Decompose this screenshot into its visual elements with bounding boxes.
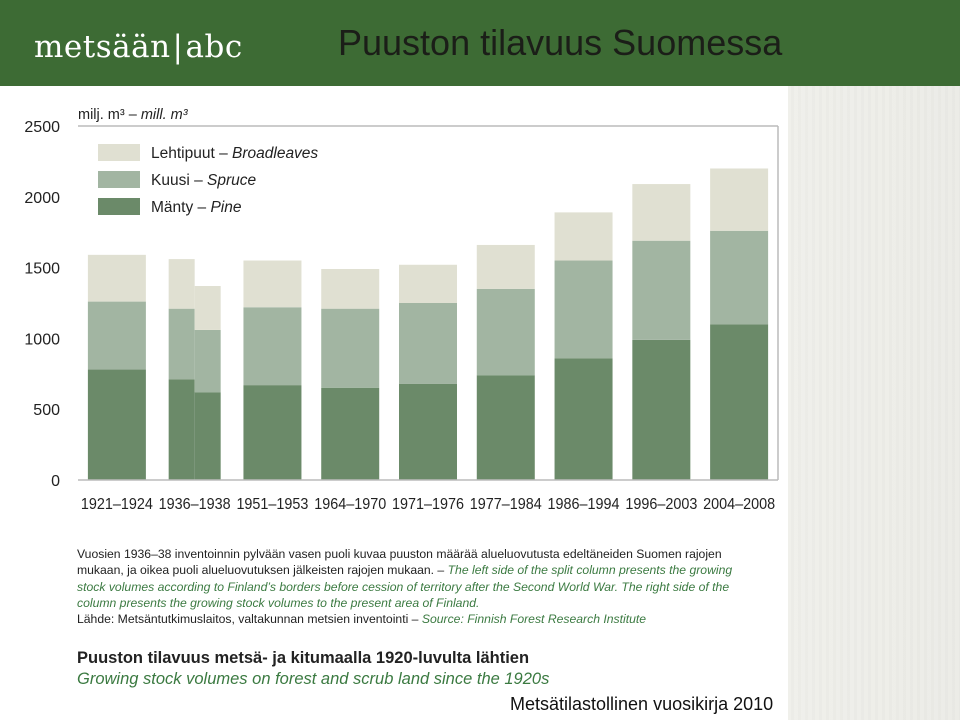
bar-segment-pine bbox=[399, 383, 457, 480]
bar-segment-spruce bbox=[710, 230, 769, 325]
bar-segment-broadleaves bbox=[87, 254, 146, 302]
slide-title: Puuston tilavuus Suomessa bbox=[338, 22, 783, 63]
stacked-bar-chart: 0 500 1000 1500 2000 2500 milj. m³ – mill. m³ 1… bbox=[24, 107, 779, 513]
bar-segment-pine bbox=[554, 358, 613, 480]
logo-separator: | bbox=[172, 29, 184, 65]
bar-segment-broadleaves bbox=[243, 260, 302, 308]
bar-segment-broadleaves bbox=[399, 264, 457, 303]
y-tick-label: 500 bbox=[33, 402, 60, 419]
bar-segment-pine bbox=[243, 385, 302, 480]
y-tick-label: 0 bbox=[51, 473, 60, 490]
x-category-label: 1996–2003 bbox=[625, 496, 697, 513]
chart-caption-finnish: Puuston tilavuus metsä- ja kitumaalla 19… bbox=[77, 649, 530, 667]
legend-label-english: Spruce bbox=[207, 172, 256, 189]
y-unit-english: mill. m³ bbox=[141, 107, 189, 123]
note-source-english: Source: Finnish Forest Research Institut… bbox=[421, 612, 647, 627]
legend-swatch bbox=[98, 198, 140, 215]
note-source-finnish: Lähde: Metsäntutkimuslaitos, valtakunnan… bbox=[77, 612, 419, 627]
bar-segment-pine bbox=[194, 392, 221, 480]
bar-segment-spruce bbox=[87, 301, 146, 370]
bar-segment-pine bbox=[632, 339, 691, 480]
bar-segment-broadleaves bbox=[710, 168, 769, 231]
legend-label-finnish: Mänty – bbox=[151, 199, 210, 216]
bar-segment-broadleaves bbox=[632, 184, 691, 241]
bar-segment-pine bbox=[476, 375, 535, 480]
slide-header: metsään|abc Puuston tilavuus Suomessa bbox=[0, 0, 960, 86]
legend-label: Kuusi – Spruce bbox=[151, 172, 257, 189]
x-category-label: 1986–1994 bbox=[548, 496, 620, 513]
metsaan-abc-logo: metsään|abc bbox=[34, 27, 243, 67]
y-unit-finnish: milj. m³ – bbox=[78, 107, 141, 123]
x-category-label: 1977–1984 bbox=[470, 496, 542, 513]
legend-label: Mänty – Pine bbox=[151, 199, 242, 216]
bar-segment-spruce bbox=[168, 308, 195, 380]
legend-swatch bbox=[98, 171, 140, 188]
y-tick-label: 1000 bbox=[24, 331, 60, 348]
logo-text-left: metsään bbox=[34, 29, 171, 65]
bar-segment-spruce bbox=[194, 329, 221, 393]
bar-segment-broadleaves bbox=[321, 269, 380, 309]
x-category-label: 1921–1924 bbox=[81, 496, 153, 513]
note-finnish: Vuosien 1936–38 inventoinnin pylvään vas… bbox=[77, 547, 722, 578]
bar-segment-pine bbox=[87, 369, 146, 480]
y-tick-label: 2000 bbox=[24, 190, 60, 207]
bar-segment-broadleaves bbox=[194, 286, 221, 330]
legend-label: Lehtipuut – Broadleaves bbox=[151, 145, 318, 162]
legend-label-english: Pine bbox=[210, 199, 241, 216]
bar-segment-spruce bbox=[321, 308, 380, 388]
bar-segment-pine bbox=[321, 387, 380, 480]
legend-swatch bbox=[98, 144, 140, 161]
note-english: The left side of the split column presen… bbox=[77, 563, 733, 610]
footer-source: Metsätilastollinen vuosikirja 2010 bbox=[510, 694, 774, 714]
y-tick-label: 2500 bbox=[24, 119, 60, 136]
chart-caption-english: Growing stock volumes on forest and scru… bbox=[77, 670, 550, 688]
bar-segment-spruce bbox=[243, 307, 302, 386]
y-tick-label: 1500 bbox=[24, 261, 60, 278]
bar-segment-spruce bbox=[476, 288, 535, 376]
y-axis-unit-label: milj. m³ – mill. m³ bbox=[78, 107, 189, 123]
legend-label-finnish: Kuusi – bbox=[151, 172, 207, 189]
x-category-label: 1936–1938 bbox=[159, 496, 231, 513]
logo-text-right: abc bbox=[185, 29, 243, 65]
x-category-label: 1951–1953 bbox=[236, 496, 308, 513]
chart-note: Vuosien 1936–38 inventoinnin pylvään vas… bbox=[77, 546, 757, 627]
bar-segment-spruce bbox=[399, 303, 457, 384]
x-category-label: 1971–1976 bbox=[392, 496, 464, 513]
bar-segment-broadleaves bbox=[476, 244, 535, 289]
bar-segment-broadleaves bbox=[168, 259, 195, 309]
bar-segment-pine bbox=[168, 379, 195, 480]
x-category-label: 2004–2008 bbox=[703, 496, 775, 513]
x-category-label: 1964–1970 bbox=[314, 496, 386, 513]
legend-label-finnish: Lehtipuut – bbox=[151, 145, 232, 162]
bar-segment-broadleaves bbox=[554, 212, 613, 261]
legend-label-english: Broadleaves bbox=[232, 145, 318, 162]
bar-segment-pine bbox=[710, 324, 769, 480]
bar-segment-spruce bbox=[632, 240, 691, 340]
bar-segment-spruce bbox=[554, 260, 613, 359]
